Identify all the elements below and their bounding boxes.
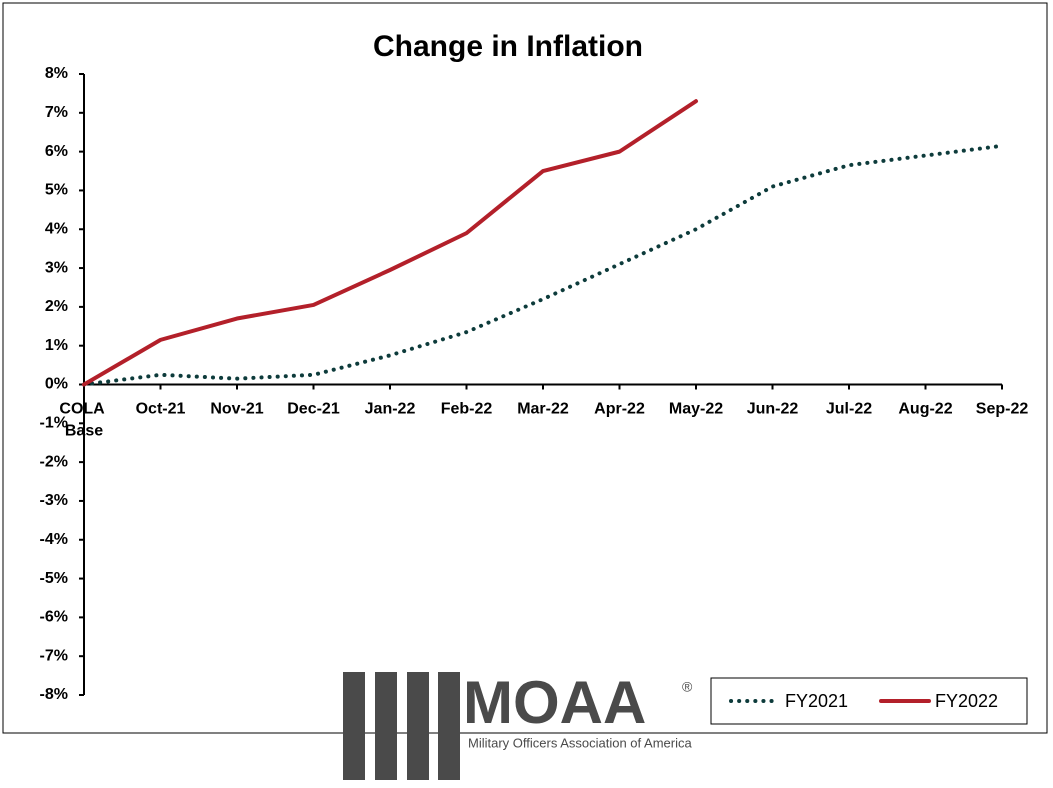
y-tick-label: 0% (45, 376, 68, 393)
y-tick-label: 7% (45, 104, 68, 121)
y-tick-label: 5% (45, 182, 68, 199)
x-tick-label: Apr-22 (594, 401, 645, 418)
y-tick-label: 4% (45, 220, 68, 237)
y-tick-label: -6% (40, 609, 68, 626)
logo-tagline: Military Officers Association of America (468, 735, 692, 750)
y-tick-label: -2% (40, 453, 68, 470)
x-tick-label: COLA Base (59, 401, 108, 440)
x-tick-label: May-22 (669, 401, 723, 418)
logo-bar (375, 672, 397, 780)
legend-label: FY2022 (935, 691, 998, 711)
logo: MOAA ® Military Officers Association of … (343, 669, 693, 780)
series-line (82, 143, 1004, 387)
y-tick-label: 8% (45, 65, 68, 82)
logo-mark: ® (682, 679, 693, 695)
y-tick-label: 6% (45, 143, 68, 160)
x-tick-label: Mar-22 (517, 401, 569, 418)
y-tick-label: -3% (40, 492, 68, 509)
logo-bar (343, 672, 365, 780)
logo-bar (438, 672, 460, 780)
x-tick-label: Jan-22 (365, 401, 416, 418)
y-tick-label: 2% (45, 298, 68, 315)
x-tick-label: Dec-21 (287, 401, 340, 418)
x-tick-label: Feb-22 (441, 401, 493, 418)
y-tick-label: -8% (40, 686, 68, 703)
series-line (82, 99, 698, 387)
x-tick-label: Jun-22 (747, 401, 799, 418)
x-tick-label: Aug-22 (898, 401, 952, 418)
x-tick-label: Oct-21 (136, 401, 186, 418)
chart-title: Change in Inflation (373, 30, 643, 63)
x-tick-label: Sep-22 (976, 401, 1029, 418)
chart-border (2, 2, 1048, 734)
x-tick-label: Jul-22 (826, 401, 872, 418)
logo-bar (407, 672, 429, 780)
y-tick-label: -4% (40, 531, 68, 548)
y-tick-label: 3% (45, 259, 68, 276)
logo-name: MOAA (463, 669, 646, 736)
y-tick-label: -7% (40, 647, 68, 664)
legend-label: FY2021 (785, 691, 848, 711)
y-tick-label: -5% (40, 570, 68, 587)
y-tick-label: -1% (40, 415, 68, 432)
x-tick-label: Nov-21 (210, 401, 263, 418)
y-tick-label: 1% (45, 337, 68, 354)
